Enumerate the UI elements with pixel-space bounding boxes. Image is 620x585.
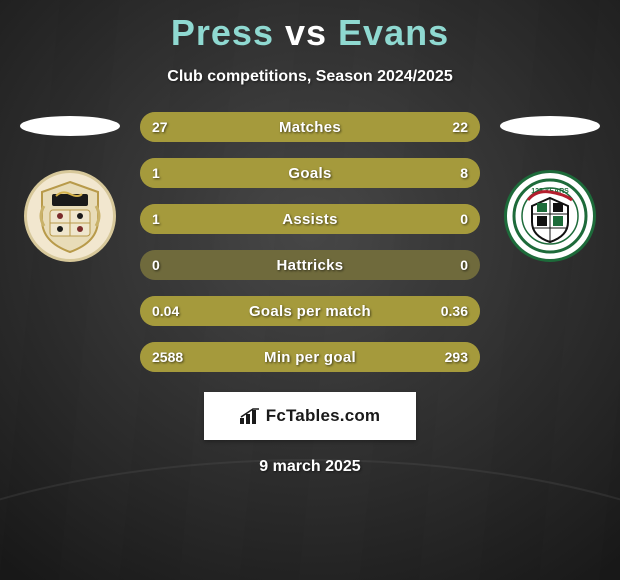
stat-label: Goals bbox=[140, 158, 480, 188]
fctables-badge-text: FcTables.com bbox=[266, 406, 381, 426]
subtitle: Club competitions, Season 2024/2025 bbox=[0, 68, 620, 86]
stat-label: Min per goal bbox=[140, 342, 480, 372]
stat-bar: 18Goals bbox=[140, 158, 480, 188]
left-club-crest bbox=[24, 170, 116, 262]
right-player-col: 125 YEARS bbox=[480, 112, 620, 262]
stat-bars: 2722Matches 18Goals 10Assists 00Hattricks 0.… bbox=[140, 112, 480, 372]
right-club-crest: 125 YEARS bbox=[504, 170, 596, 262]
content: Press vs Evans Club competitions, Season… bbox=[0, 12, 620, 476]
stat-bar: 2588293Min per goal bbox=[140, 342, 480, 372]
left-player-col bbox=[0, 112, 140, 262]
stat-bar: 10Assists bbox=[140, 204, 480, 234]
stat-bar: 00Hattricks bbox=[140, 250, 480, 280]
stat-label: Matches bbox=[140, 112, 480, 142]
stat-label: Assists bbox=[140, 204, 480, 234]
date-text: 9 march 2025 bbox=[0, 458, 620, 476]
page-title: Press vs Evans bbox=[0, 12, 620, 54]
stat-bar: 2722Matches bbox=[140, 112, 480, 142]
left-player-marker bbox=[20, 116, 120, 136]
main-row: 2722Matches 18Goals 10Assists 00Hattricks 0.… bbox=[0, 112, 620, 372]
fctables-icon bbox=[240, 408, 260, 424]
stat-bar: 0.040.36Goals per match bbox=[140, 296, 480, 326]
fctables-badge[interactable]: FcTables.com bbox=[204, 392, 416, 440]
right-player-marker bbox=[500, 116, 600, 136]
crest-left-svg bbox=[30, 176, 110, 256]
title-mid: vs bbox=[285, 12, 327, 53]
title-left: Press bbox=[171, 12, 274, 53]
title-right: Evans bbox=[338, 12, 449, 53]
comparison-card: Press vs Evans Club competitions, Season… bbox=[0, 0, 620, 580]
stat-label: Hattricks bbox=[140, 250, 480, 280]
crest-right-svg: 125 YEARS bbox=[510, 176, 590, 256]
stat-label: Goals per match bbox=[140, 296, 480, 326]
